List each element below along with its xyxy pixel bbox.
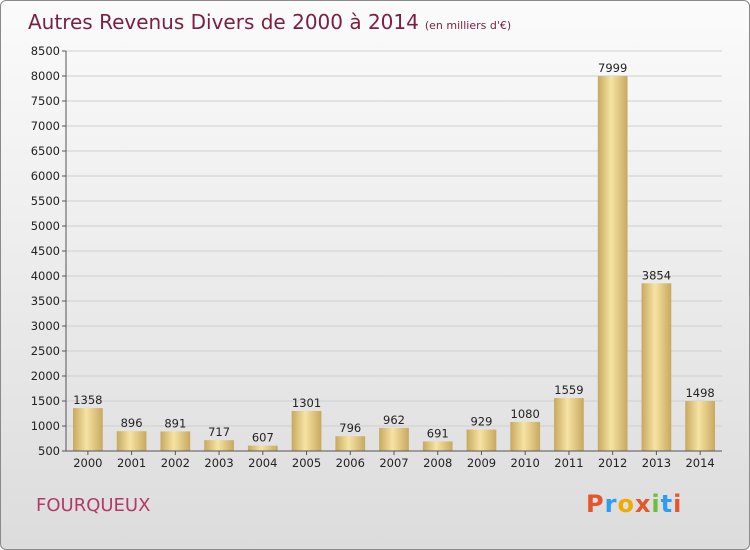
bar-2000 — [72, 408, 103, 451]
x-tick-label: 2014 — [685, 456, 714, 470]
data-label: 1301 — [292, 396, 321, 410]
data-label: 717 — [208, 425, 230, 439]
y-tick-label: 7500 — [31, 94, 60, 108]
y-tick-label: 1000 — [31, 419, 60, 433]
x-tick-label: 2012 — [598, 456, 627, 470]
bar-2004 — [247, 445, 278, 451]
x-tick-label: 2006 — [336, 456, 365, 470]
x-tick-label: 2001 — [117, 456, 146, 470]
y-tick-label: 6500 — [31, 144, 60, 158]
bar-2013 — [641, 283, 672, 451]
bar-2010 — [510, 422, 541, 451]
y-tick-label: 1500 — [31, 394, 60, 408]
x-tick-label: 2013 — [642, 456, 671, 470]
logo-letter: x — [634, 490, 652, 518]
bar-2006 — [335, 436, 366, 451]
data-label: 3854 — [642, 268, 671, 282]
logo-letter: o — [617, 490, 635, 518]
data-label: 896 — [121, 416, 143, 430]
y-tick-label: 2500 — [31, 344, 60, 358]
x-tick-label: 2003 — [204, 456, 233, 470]
data-label: 929 — [470, 415, 492, 429]
x-tick-label: 2009 — [467, 456, 496, 470]
y-tick-label: 8500 — [31, 44, 60, 58]
data-label: 891 — [164, 416, 186, 430]
data-label: 607 — [252, 431, 274, 445]
y-tick-label: 500 — [38, 444, 60, 458]
y-tick-label: 2000 — [31, 369, 60, 383]
x-tick-label: 2011 — [554, 456, 583, 470]
proxiti-logo: Proxiti — [586, 490, 682, 518]
x-tick-label: 2004 — [248, 456, 277, 470]
logo-letter: r — [604, 490, 618, 518]
x-tick-label: 2000 — [73, 456, 102, 470]
bar-2009 — [466, 429, 497, 451]
logo-letter: t — [660, 490, 674, 518]
data-label: 1080 — [511, 407, 540, 421]
y-tick-label: 7000 — [31, 119, 60, 133]
data-label: 962 — [383, 413, 405, 427]
y-tick-label: 6000 — [31, 169, 60, 183]
x-tick-label: 2010 — [511, 456, 540, 470]
x-tick-label: 2002 — [161, 456, 190, 470]
data-label: 1559 — [554, 383, 583, 397]
y-tick-label: 4500 — [31, 244, 60, 258]
bar-2002 — [160, 431, 191, 451]
bar-2011 — [554, 398, 584, 451]
logo-letter: i — [651, 490, 661, 518]
chart-title-text: Autres Revenus Divers de 2000 à 2014 — [28, 10, 419, 34]
bar-2008 — [422, 441, 453, 451]
bar-2014 — [685, 401, 716, 451]
x-tick-label: 2005 — [292, 456, 321, 470]
y-tick-label: 3000 — [31, 319, 60, 333]
bar-2007 — [379, 427, 409, 451]
logo-letter: i — [673, 490, 683, 518]
data-label: 1498 — [685, 386, 714, 400]
data-label: 1358 — [73, 393, 102, 407]
x-tick-label: 2008 — [423, 456, 452, 470]
y-tick-label: 8000 — [31, 69, 60, 83]
x-tick-label: 2007 — [379, 456, 408, 470]
y-tick-label: 3500 — [31, 294, 60, 308]
bar-2001 — [116, 431, 147, 451]
bar-2005 — [291, 410, 322, 451]
commune-name: FOURQUEUX — [36, 495, 151, 516]
bar-2003 — [204, 440, 234, 451]
chart-unit: (en milliers d'€) — [424, 19, 512, 32]
bar-2012 — [597, 76, 628, 452]
chart-title: Autres Revenus Divers de 2000 à 2014 (en … — [28, 10, 511, 34]
data-label: 7999 — [598, 61, 627, 75]
y-tick-label: 5000 — [31, 219, 60, 233]
y-tick-label: 5500 — [31, 194, 60, 208]
y-tick-label: 4000 — [31, 269, 60, 283]
data-label: 691 — [427, 426, 449, 440]
data-label: 796 — [339, 421, 361, 435]
logo-letter: P — [586, 490, 605, 518]
